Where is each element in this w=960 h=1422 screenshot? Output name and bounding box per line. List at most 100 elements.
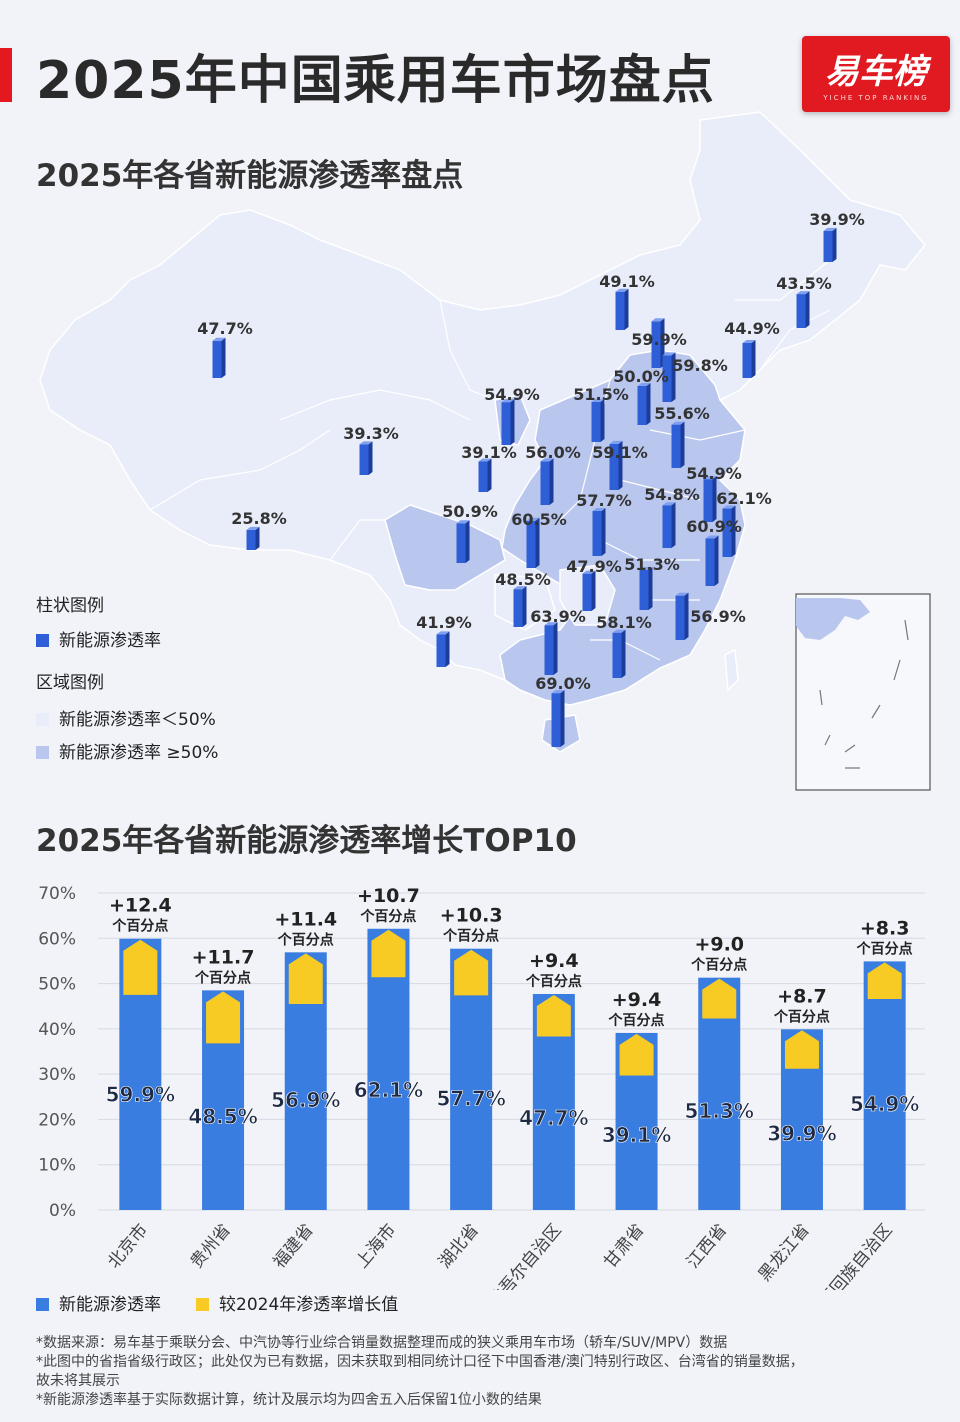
map-bar-side bbox=[621, 629, 626, 678]
x-tick-label: 甘肃省 bbox=[600, 1220, 648, 1272]
map-bar-front bbox=[705, 538, 715, 586]
region-high-sichuan bbox=[384, 504, 506, 591]
growth-value-label: +10.7 bbox=[357, 885, 420, 907]
map-bar-top bbox=[703, 476, 717, 480]
growth-marker bbox=[536, 994, 571, 1037]
rate-value-label: 62.1% bbox=[354, 1078, 423, 1102]
map-bar-side bbox=[712, 476, 717, 522]
map-bar-云南 bbox=[436, 631, 450, 667]
rate-bar bbox=[863, 961, 906, 1210]
map-value-label: 56.0% bbox=[525, 443, 581, 462]
map-bar-甘肃 bbox=[478, 458, 492, 492]
map-bar-内蒙古 bbox=[615, 288, 629, 330]
map-bar-top bbox=[526, 517, 540, 521]
map-value-labels: 39.9% 43.5% 44.9% 49.1% 59.9% 59.8%50.0%51.5%… bbox=[197, 210, 865, 693]
region-legend-high-row: 新能源渗透率 ≥50% bbox=[36, 738, 218, 763]
x-tick-label: 贵州省 bbox=[187, 1220, 235, 1272]
map-bar-top bbox=[478, 458, 492, 462]
region-high-swatch bbox=[36, 746, 49, 759]
map-bar-front bbox=[501, 402, 511, 445]
chart-section-title: 2025年各省新能源渗透率增长TOP10 bbox=[36, 823, 577, 859]
growth-value-label: +11.7 bbox=[192, 946, 255, 968]
map-bar-front bbox=[722, 508, 732, 557]
rate-value-label: 39.1% bbox=[602, 1123, 671, 1147]
map-bar-front bbox=[639, 569, 649, 610]
map-bar-side bbox=[805, 291, 810, 328]
map-bar-front bbox=[662, 355, 672, 402]
growth-bar-chart: 0%10%20%30%40%50%60%70% 59.9%+12.4个百分点48… bbox=[38, 884, 925, 1290]
growth-marker bbox=[206, 991, 241, 1044]
map-bar-海南 bbox=[551, 690, 565, 747]
map-bar-front bbox=[582, 573, 592, 611]
y-tick-label: 60% bbox=[38, 929, 76, 949]
region-legend: 区域图例 新能源渗透率＜50% 新能源渗透率 ≥50% bbox=[36, 668, 218, 763]
map-value-label: 54.9% bbox=[686, 464, 742, 483]
rate-value-label: 59.9% bbox=[106, 1082, 175, 1106]
map-bar-side bbox=[618, 440, 623, 490]
map-bar-青海 bbox=[359, 441, 373, 475]
map-bar-top bbox=[456, 520, 470, 524]
map-bar-front bbox=[551, 693, 561, 747]
map-bar-top bbox=[675, 592, 689, 596]
region-low-label: 新能源渗透率＜50% bbox=[59, 710, 216, 730]
map-bar-top bbox=[609, 440, 623, 444]
map-bar-天津 bbox=[662, 352, 676, 402]
growth-unit-label: 个百分点 bbox=[442, 928, 499, 945]
map-value-label: 47.7% bbox=[197, 319, 253, 338]
map-bar-front bbox=[823, 230, 833, 262]
rate-value-label: 54.9% bbox=[850, 1092, 919, 1116]
footnote-scope: *此图中的省指省级行政区；此处仅为已有数据，因未获取到相同统计口径下中国香港/澳… bbox=[36, 1354, 804, 1370]
growth-unit-label: 个百分点 bbox=[773, 1008, 830, 1025]
growth-unit-label: 个百分点 bbox=[194, 969, 251, 986]
footnotes: *数据来源：易车基于乘联分会、中汽协等行业综合销量数据整理而成的狭义乘用车市场（… bbox=[36, 1334, 926, 1410]
map-bar-top bbox=[212, 337, 226, 341]
growth-marker bbox=[288, 953, 323, 1004]
map-bar-side bbox=[487, 458, 492, 492]
map-value-label: 39.9% bbox=[809, 210, 865, 229]
map-bar-side bbox=[646, 383, 651, 425]
region-low-swatch bbox=[36, 713, 49, 726]
x-tick-label: 宁夏回族自治区 bbox=[805, 1220, 897, 1290]
rate-value-label: 39.9% bbox=[767, 1121, 836, 1145]
map-bar-福建 bbox=[675, 592, 689, 640]
map-value-label: 44.9% bbox=[724, 319, 780, 338]
growth-value-label: +9.4 bbox=[529, 950, 579, 972]
growth-value-label: +8.7 bbox=[777, 985, 827, 1007]
map-bar-top bbox=[639, 566, 653, 570]
map-bar-front bbox=[540, 461, 550, 505]
rate-value-label: 48.5% bbox=[188, 1105, 257, 1129]
map-bar-front bbox=[615, 291, 625, 330]
map-bar-side bbox=[731, 505, 736, 557]
map-bar-top bbox=[662, 352, 676, 356]
map-bar-top bbox=[705, 535, 719, 539]
map-bar-湖北 bbox=[592, 507, 606, 556]
region-legend-low-row: 新能源渗透率＜50% bbox=[36, 705, 218, 730]
inset-coast bbox=[796, 598, 870, 640]
x-tick-label: 北京市 bbox=[104, 1220, 152, 1272]
map-bar-top bbox=[662, 502, 676, 506]
growth-marker bbox=[454, 949, 489, 996]
map-bar-top bbox=[544, 622, 558, 626]
y-tick-label: 10% bbox=[38, 1156, 76, 1176]
map-bar-黑龙江 bbox=[823, 227, 837, 262]
map-bar-side bbox=[684, 592, 689, 640]
x-tick-label: 上海市 bbox=[352, 1220, 400, 1272]
bar-legend: 柱状图例 新能源渗透率 bbox=[36, 591, 161, 651]
map-bar-宁夏 bbox=[501, 399, 515, 445]
footnote-calculation: *新能源渗透率基于实际数据计算，统计及展示均为四舍五入后保留1位小数的结果 bbox=[36, 1392, 542, 1408]
map-bar-广西 bbox=[544, 622, 558, 675]
map-bar-front bbox=[246, 529, 256, 550]
map-value-label: 54.8% bbox=[644, 485, 700, 504]
map-bar-辽宁 bbox=[742, 339, 756, 378]
map-bar-front bbox=[478, 461, 488, 492]
map-bar-top bbox=[592, 507, 606, 511]
map-bar-front bbox=[609, 443, 619, 490]
growth-unit-label: 个百分点 bbox=[608, 1012, 665, 1029]
map-bar-新疆 bbox=[212, 337, 226, 378]
map-bar-浙江 bbox=[705, 535, 719, 586]
map-bar-top bbox=[671, 421, 685, 425]
map-bar-side bbox=[714, 535, 719, 586]
